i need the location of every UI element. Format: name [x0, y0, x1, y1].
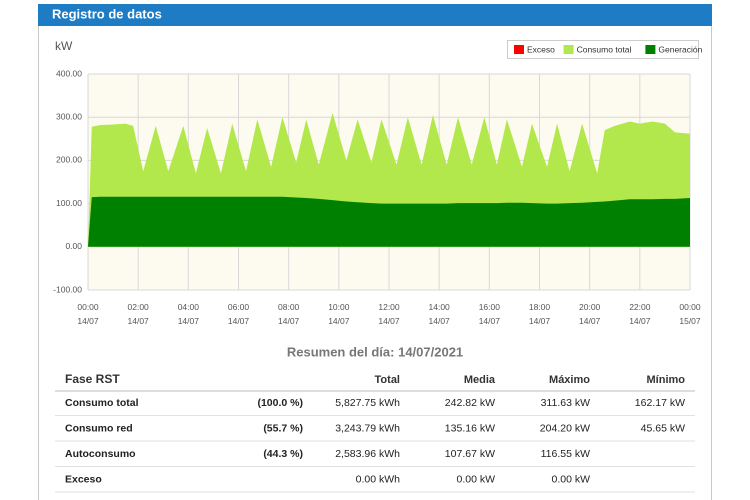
table-cell: (55.7 %): [263, 422, 303, 434]
x-tick-label: 16:00 14/07: [478, 302, 500, 326]
table-cell: 204.20 kW: [540, 422, 590, 434]
table-cell: 162.17 kW: [635, 397, 685, 409]
table-cell: 116.55 kW: [541, 448, 591, 460]
legend-label: Exceso: [527, 44, 555, 54]
table-cell: Exceso: [65, 473, 102, 485]
y-tick-label: 0.00: [65, 241, 82, 251]
x-tick-label: 10:00 14/07: [328, 302, 350, 326]
y-axis-label: kW: [55, 39, 73, 53]
x-tick-label: 22:00 14/07: [629, 302, 651, 326]
table-cell: 45.65 kW: [641, 422, 685, 434]
y-tick-label: 200.00: [56, 155, 82, 165]
summary-title: Resumen del día: 14/07/2021: [287, 344, 463, 359]
x-tick-label: 14:00 14/07: [428, 302, 450, 326]
table-cell: Consumo red: [65, 422, 133, 434]
column-header: Fase RST: [65, 372, 120, 386]
legend-swatch: [563, 45, 574, 54]
table-cell: Autoconsumo: [65, 448, 136, 460]
legend-label: Generación: [658, 44, 702, 54]
x-tick-label: 18:00 14/07: [528, 302, 551, 326]
table-cell: (44.3 %): [263, 448, 303, 460]
column-header: Total: [375, 374, 400, 386]
table-cell: 0.00 kWh: [356, 473, 401, 485]
header-title: Registro de datos: [52, 6, 162, 21]
y-tick-label: -100.00: [53, 284, 82, 294]
legend-swatch: [514, 45, 524, 54]
table-cell: 135.16 kW: [445, 422, 495, 434]
legend-swatch: [645, 45, 656, 54]
x-tick-label: 20:00 14/07: [579, 302, 601, 326]
table-cell: 3,243.79 kWh: [335, 422, 400, 434]
x-tick-label: 00:00 14/07: [77, 302, 99, 326]
table-cell: Consumo total: [65, 397, 139, 409]
y-tick-label: 100.00: [56, 198, 82, 208]
column-header: Máximo: [549, 374, 590, 386]
table-cell: 2,583.96 kWh: [335, 448, 400, 460]
header-bar: [38, 4, 712, 26]
table-cell: (100.0 %): [257, 397, 303, 409]
area: [88, 196, 690, 247]
y-tick-label: 300.00: [56, 111, 82, 121]
table-cell: 0.00 kW: [551, 473, 590, 485]
legend-label: Consumo total: [577, 44, 632, 54]
x-tick-label: 00:00 15/07: [679, 302, 701, 326]
table-cell: 107.67 kW: [445, 448, 495, 460]
table-cell: 242.82 kW: [445, 397, 495, 409]
x-tick-label: 12:00 14/07: [378, 302, 400, 326]
x-tick-label: 04:00 14/07: [177, 302, 199, 326]
table-cell: 0.00 kW: [456, 473, 495, 485]
y-tick-label: 400.00: [56, 68, 82, 78]
x-tick-label: 06:00 14/07: [227, 302, 250, 326]
column-header: Media: [464, 374, 496, 386]
x-tick-label: 02:00 14/07: [127, 302, 149, 326]
column-header: Mínimo: [647, 374, 686, 386]
table-cell: 311.63 kW: [541, 397, 591, 409]
table-cell: 5,827.75 kWh: [335, 397, 400, 409]
x-tick-label: 08:00 14/07: [278, 302, 300, 326]
